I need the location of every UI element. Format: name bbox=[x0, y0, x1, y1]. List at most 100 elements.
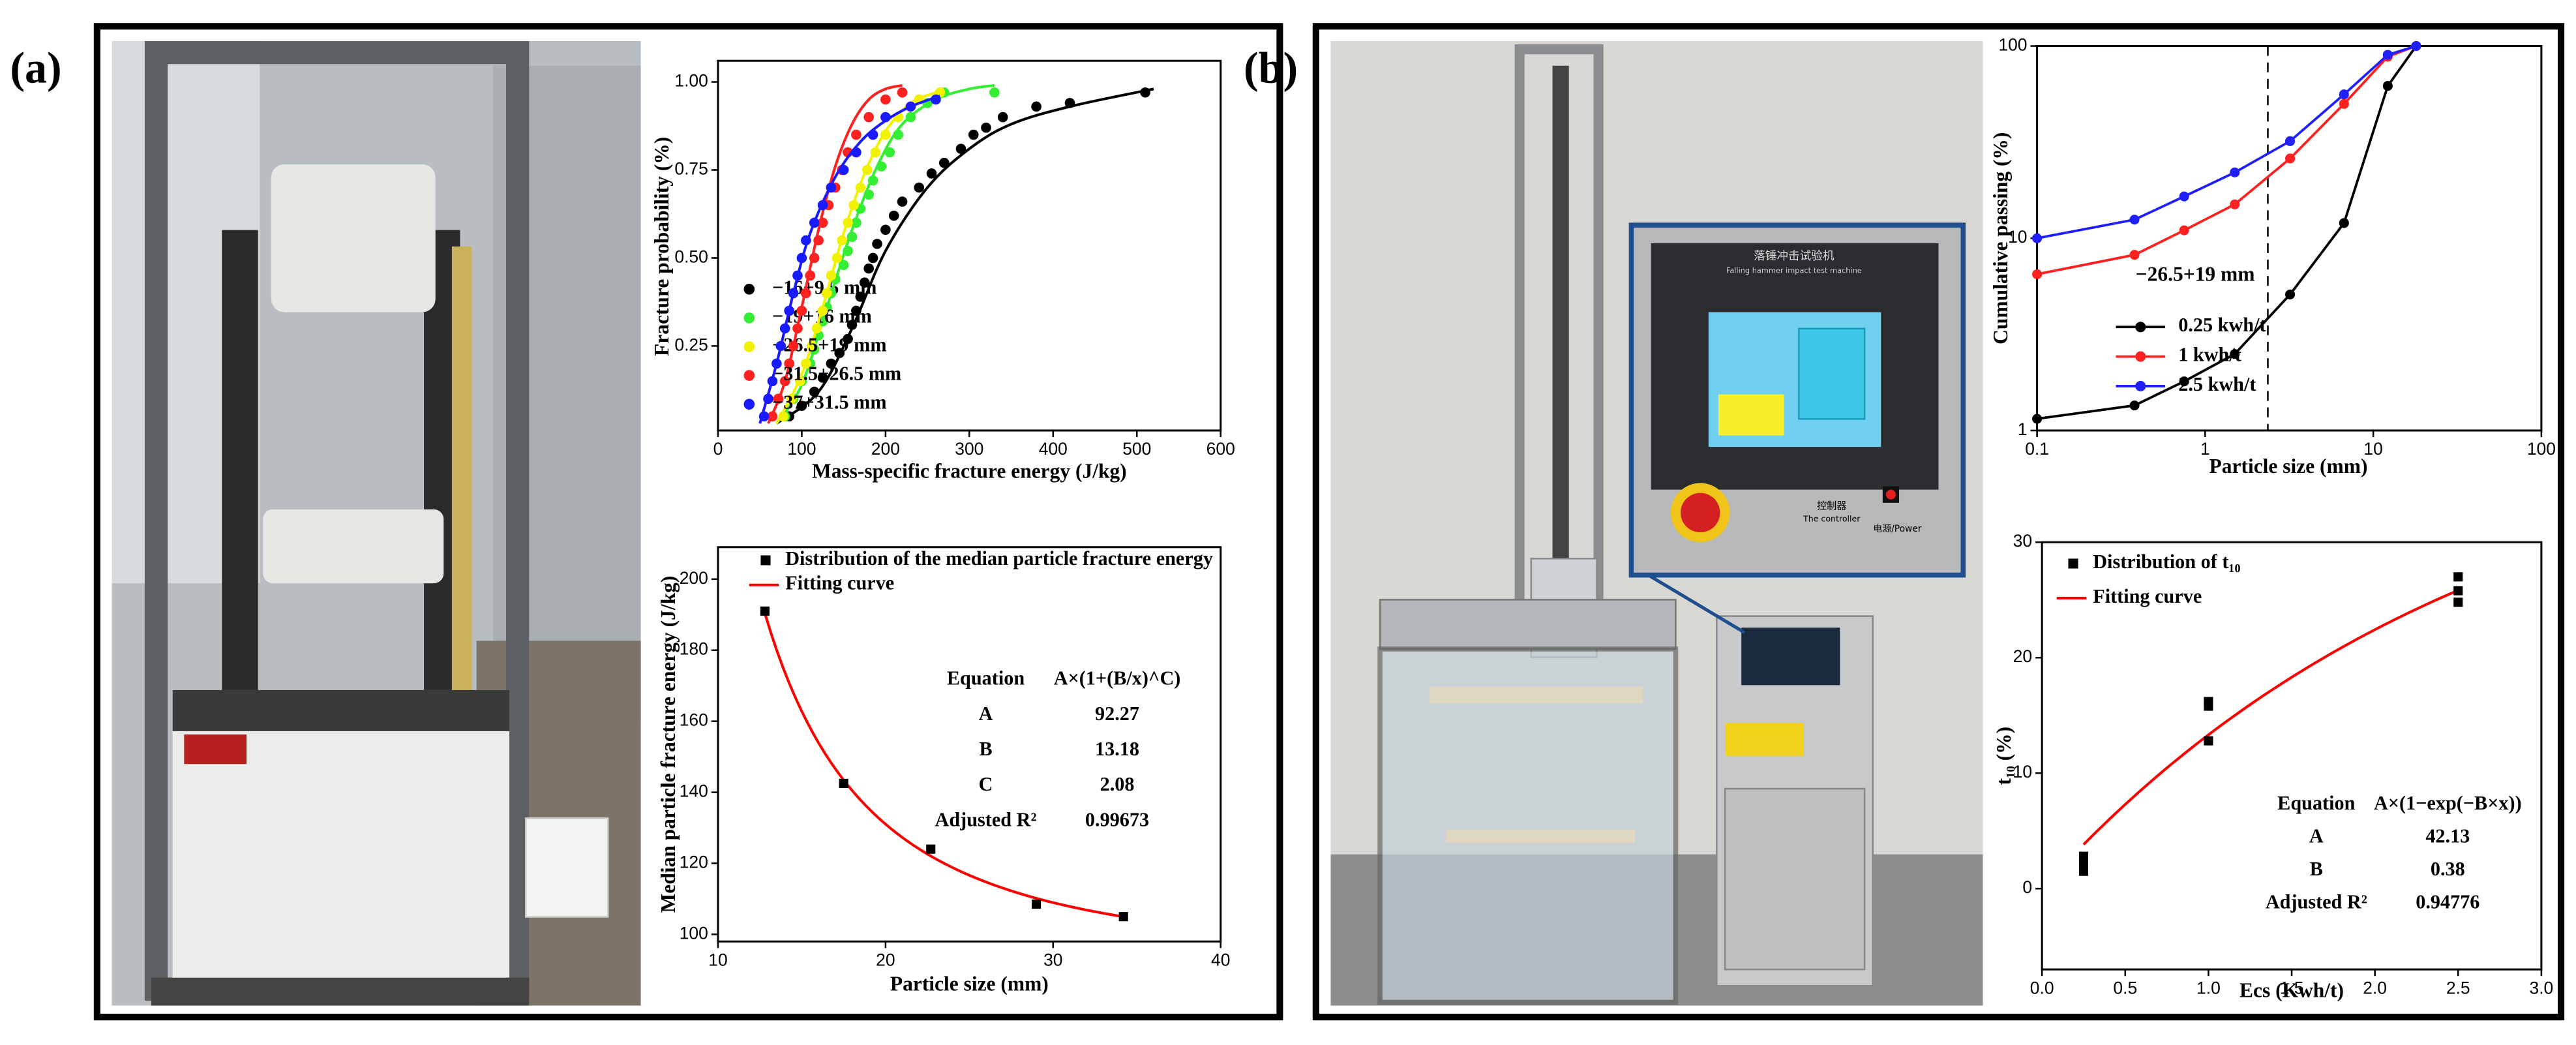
x-tick-label: 100 bbox=[2527, 439, 2556, 459]
legend-label: 0.25 kwh/t bbox=[2178, 314, 2266, 336]
marker bbox=[905, 101, 916, 112]
photo-text: 落锤冲击试验机 bbox=[1754, 249, 1835, 263]
marker bbox=[809, 217, 820, 228]
marker bbox=[848, 200, 859, 211]
marker bbox=[817, 200, 828, 211]
y-axis-label: Fracture probability (%) bbox=[650, 137, 673, 356]
marker bbox=[773, 393, 784, 404]
marker bbox=[807, 341, 817, 352]
marker bbox=[1031, 101, 1041, 112]
marker bbox=[2339, 218, 2349, 228]
marker bbox=[2179, 191, 2189, 202]
y-tick-label: 0.50 bbox=[674, 247, 708, 266]
marker bbox=[2078, 858, 2089, 868]
marker bbox=[758, 411, 770, 422]
x-tick-label: 0.5 bbox=[2113, 978, 2137, 997]
marker bbox=[838, 260, 849, 271]
legend-marker bbox=[2135, 322, 2146, 333]
table-cell: Equation bbox=[947, 667, 1025, 689]
table-cell: A×(1+(B/x)^C) bbox=[1054, 667, 1181, 689]
marker bbox=[809, 252, 820, 264]
fit-curve bbox=[2082, 589, 2459, 846]
marker bbox=[2179, 376, 2189, 387]
x-tick-label: 10 bbox=[708, 950, 727, 970]
marker bbox=[796, 252, 807, 264]
marker bbox=[796, 401, 807, 411]
fit-curve bbox=[775, 87, 1154, 425]
marker bbox=[826, 182, 837, 193]
marker bbox=[2032, 233, 2043, 243]
table-cell: 42.13 bbox=[2425, 825, 2470, 847]
x-tick-label: 100 bbox=[787, 439, 816, 459]
y-tick-label: 120 bbox=[680, 852, 708, 871]
marker bbox=[851, 147, 861, 158]
marker bbox=[801, 288, 811, 299]
marker bbox=[2129, 215, 2140, 225]
x-tick-label: 3.0 bbox=[2530, 978, 2554, 997]
marker bbox=[2382, 81, 2393, 91]
table-cell: Equation bbox=[2277, 792, 2355, 814]
marker bbox=[2032, 269, 2043, 279]
line bbox=[2037, 44, 2417, 240]
x-tick-label: 1.5 bbox=[2280, 978, 2304, 997]
marker bbox=[989, 87, 1000, 98]
x-tick-label: 600 bbox=[1206, 439, 1235, 459]
marker bbox=[2230, 349, 2240, 359]
marker bbox=[880, 112, 891, 123]
marker bbox=[1140, 87, 1150, 98]
y-tick-label: 0 bbox=[2022, 877, 2032, 897]
marker bbox=[771, 358, 782, 369]
line bbox=[2037, 45, 2418, 420]
legend-label: Fitting curve bbox=[2093, 585, 2202, 607]
y-tick-label: 10 bbox=[2013, 762, 2032, 781]
photo-a bbox=[112, 40, 641, 1006]
marker bbox=[843, 217, 853, 228]
y-tick-label: 100 bbox=[1998, 35, 2027, 55]
marker bbox=[1032, 900, 1041, 909]
table-cell: Adjusted R² bbox=[2266, 890, 2367, 913]
photo-text: Falling hammer impact test machine bbox=[1726, 266, 1862, 275]
marker bbox=[767, 411, 778, 422]
marker bbox=[1064, 98, 1075, 108]
marker bbox=[855, 292, 866, 302]
marker bbox=[914, 182, 925, 193]
marker bbox=[2032, 414, 2043, 424]
marker bbox=[2204, 736, 2213, 746]
table-cell: C bbox=[979, 773, 993, 795]
marker bbox=[880, 94, 891, 105]
photo-text: 电源/Power bbox=[1873, 524, 1922, 534]
marker bbox=[872, 239, 882, 249]
marker bbox=[2339, 98, 2349, 109]
marker bbox=[2285, 136, 2296, 146]
y-tick-label: 10 bbox=[2008, 227, 2027, 247]
marker bbox=[863, 263, 874, 274]
marker bbox=[846, 232, 858, 242]
marker bbox=[843, 333, 853, 344]
y-tick-label: 0.75 bbox=[674, 159, 708, 179]
legend-label: 2.5 kwh/t bbox=[2178, 373, 2256, 395]
marker bbox=[795, 376, 805, 387]
marker bbox=[760, 606, 770, 616]
y-tick-label: 1 bbox=[2018, 419, 2028, 439]
table-cell: 13.18 bbox=[1095, 738, 1139, 760]
marker bbox=[837, 235, 847, 246]
marker bbox=[2078, 851, 2089, 861]
panel-label: (a) bbox=[10, 42, 61, 92]
x-tick-label: 500 bbox=[1122, 439, 1151, 459]
marker bbox=[784, 305, 794, 316]
table-cell: 2.08 bbox=[1100, 773, 1135, 795]
marker bbox=[981, 122, 991, 133]
x-tick-label: 400 bbox=[1039, 439, 1068, 459]
marker bbox=[817, 372, 828, 383]
marker bbox=[2230, 167, 2240, 177]
marker bbox=[2285, 289, 2296, 299]
marker bbox=[905, 112, 916, 123]
marker bbox=[851, 217, 861, 228]
fit-curve bbox=[758, 95, 941, 424]
table-cell: B bbox=[979, 738, 992, 760]
marker bbox=[863, 112, 874, 123]
marker bbox=[839, 778, 848, 789]
marker bbox=[2129, 400, 2140, 411]
marker bbox=[784, 358, 794, 369]
